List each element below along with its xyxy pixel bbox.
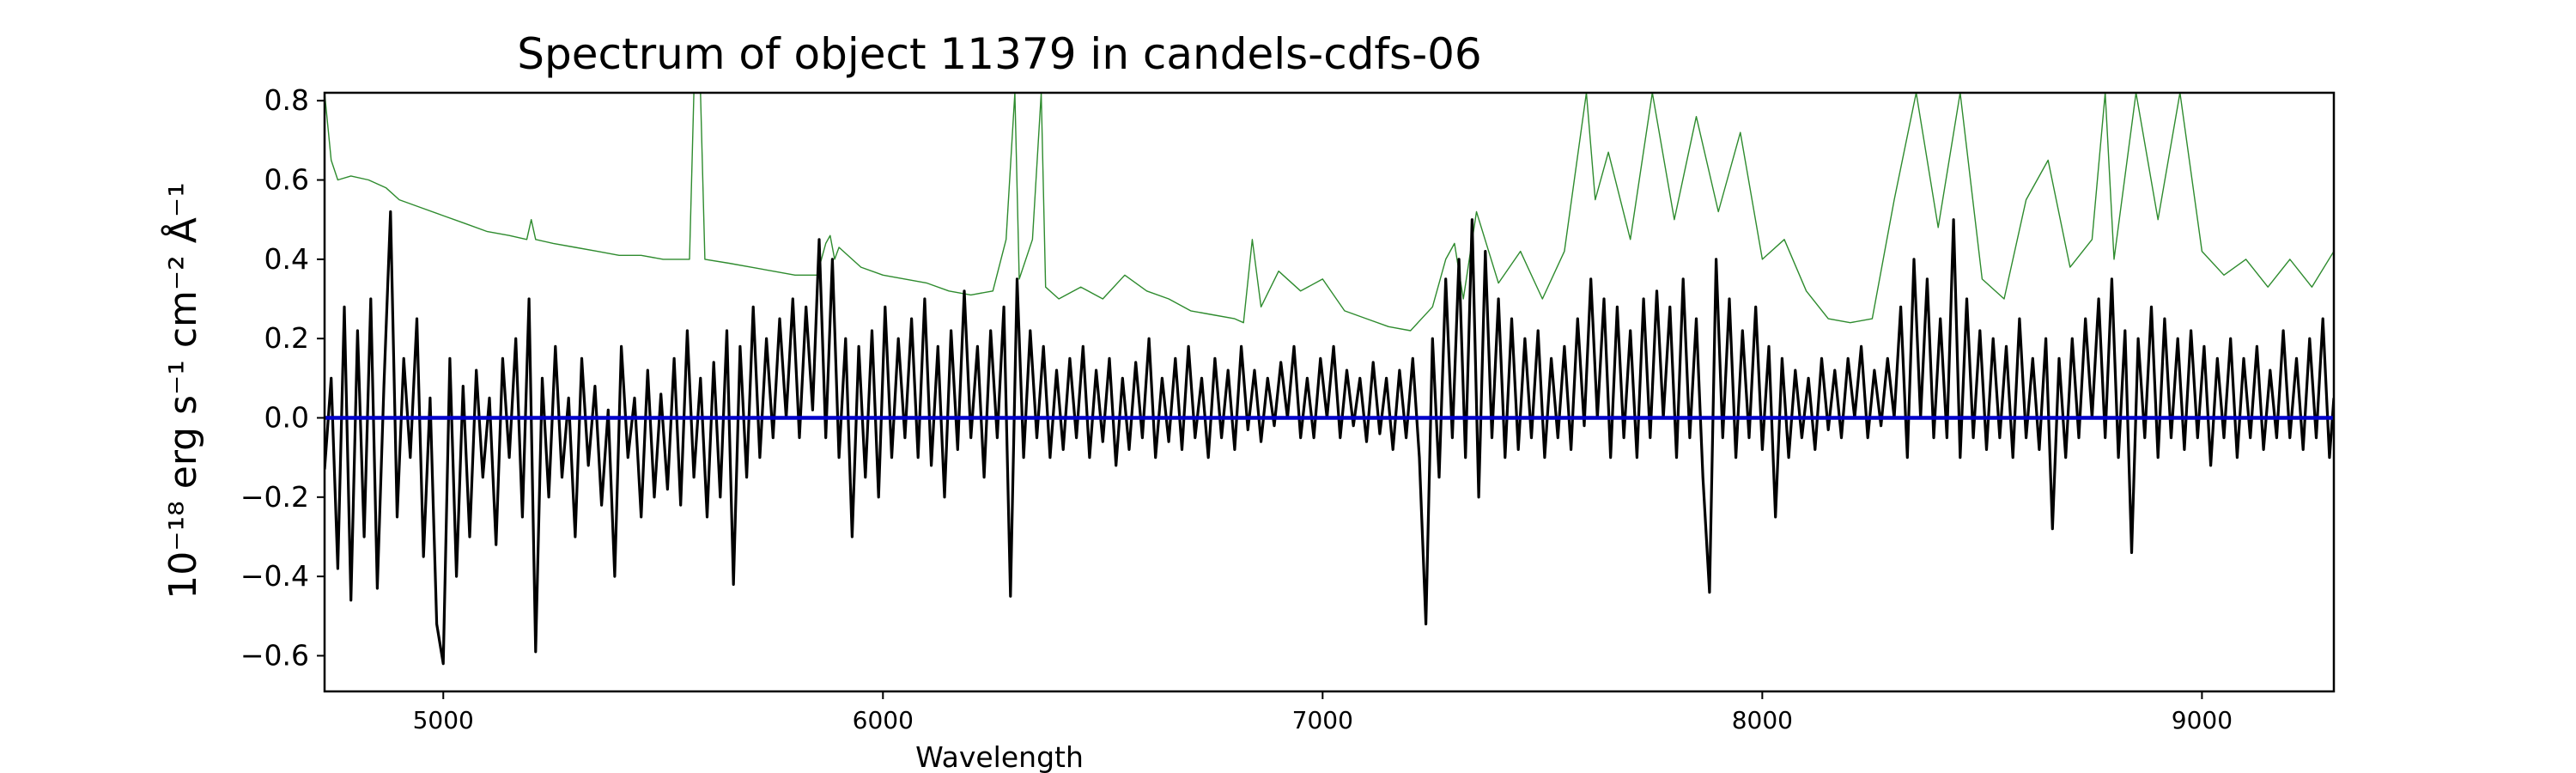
y-tick-label: −0.4 (240, 559, 309, 593)
plot-area (325, 93, 2334, 666)
y-tick-label: 0.8 (264, 83, 309, 117)
chart-title: Spectrum of object 11379 in candels-cdfs… (517, 29, 1482, 79)
flux-spectrum-line (325, 210, 2334, 666)
x-tick-label: 5000 (413, 706, 474, 734)
x-tick-label: 8000 (1732, 706, 1793, 734)
x-tick-label: 6000 (853, 706, 914, 734)
x-axis-label: Wavelength (915, 740, 1084, 773)
y-tick-label: 0.6 (264, 163, 309, 197)
x-tick-label: 7000 (1292, 706, 1353, 734)
y-axis: −0.6 −0.4 −0.2 0.0 0.2 0.4 0.6 0.8 (240, 83, 325, 672)
y-tick-label: 0.2 (264, 321, 309, 355)
y-tick-label: −0.2 (240, 480, 309, 514)
axes-frame (323, 91, 2336, 693)
error-spectrum-line (325, 93, 2334, 332)
y-tick-label: −0.6 (240, 638, 309, 672)
x-tick-label: 9000 (2172, 706, 2233, 734)
y-tick-label: 0.4 (264, 242, 309, 276)
y-axis-label: 10⁻¹⁸ erg s⁻¹ cm⁻² Å⁻¹ (160, 182, 205, 599)
y-tick-label: 0.0 (264, 401, 309, 435)
x-axis: 5000 6000 7000 8000 9000 (413, 691, 2233, 734)
